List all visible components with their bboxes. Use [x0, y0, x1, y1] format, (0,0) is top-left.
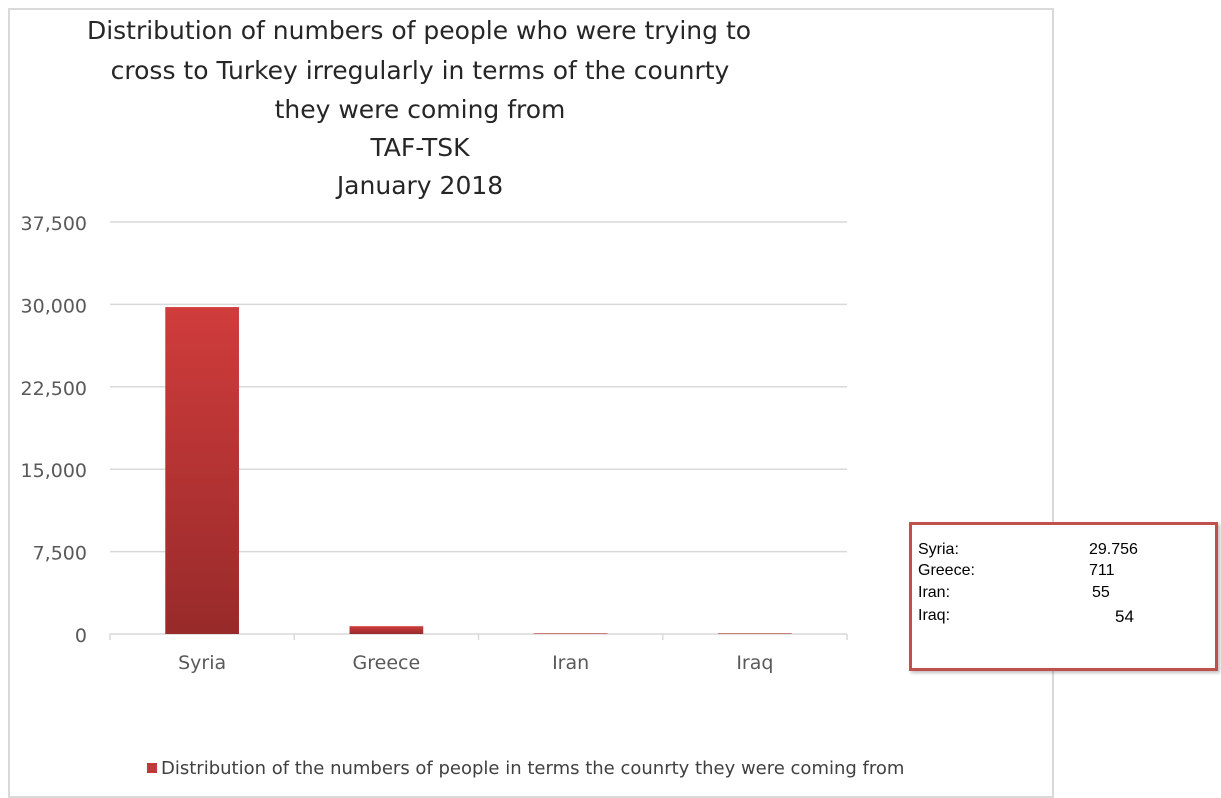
legend-label: Distribution of the numbers of people in…: [161, 758, 905, 779]
y-tick-label: 7,500: [33, 543, 87, 565]
x-tick-label: Greece: [353, 652, 421, 674]
chart-title-line-4: TAF-TSK: [370, 133, 470, 162]
y-tick-label: 15,000: [21, 460, 87, 482]
y-tick-label: 30,000: [21, 295, 87, 317]
data-box-value: 29.756: [1089, 541, 1138, 558]
bar-syria: [165, 307, 239, 634]
bar-iran: [533, 633, 608, 634]
chart-title-line-5: January 2018: [336, 171, 504, 200]
chart-title-line-3: they were coming from: [274, 95, 566, 124]
data-box-row-greece: Greece: 711: [912, 562, 1215, 584]
data-box-label: Syria:: [918, 541, 959, 558]
x-tick-label: Iran: [552, 652, 589, 674]
data-box-value: 55: [1092, 584, 1110, 601]
data-box-row-syria: Syria: 29.756: [912, 541, 1215, 563]
data-box-row-iraq: Iraq: 54: [912, 607, 1215, 629]
x-tick-label: Syria: [178, 652, 226, 674]
x-tick-label: Iraq: [736, 652, 773, 674]
y-tick-label: 37,500: [21, 213, 87, 235]
chart-title-line-2: cross to Turkey irregularly in terms of …: [110, 56, 730, 85]
data-box-value: 711: [1089, 562, 1115, 579]
y-tick-label: 0: [75, 625, 87, 647]
data-box-row-iran: Iran: 55: [912, 584, 1215, 606]
data-box-label: Iraq:: [918, 607, 951, 624]
data-box-label: Iran:: [918, 584, 951, 601]
chart-legend: Distribution of the numbers of people in…: [147, 758, 904, 779]
data-values-box: Syria: 29.756 Greece: 711 Iran: 55 Iraq:…: [909, 522, 1218, 671]
data-box-label: Greece:: [918, 562, 975, 579]
legend-swatch: [147, 763, 157, 773]
bar-greece: [349, 626, 424, 634]
data-box-value: 54: [1115, 607, 1134, 626]
bar-iraq: [718, 633, 792, 634]
chart-title-line-1: Distribution of numbers of people who we…: [86, 16, 752, 45]
y-tick-label: 22,500: [21, 378, 87, 400]
bar-chart: 0 7,500 15,000 22,500 30,000 37,500 Syria Greec…: [21, 213, 848, 674]
